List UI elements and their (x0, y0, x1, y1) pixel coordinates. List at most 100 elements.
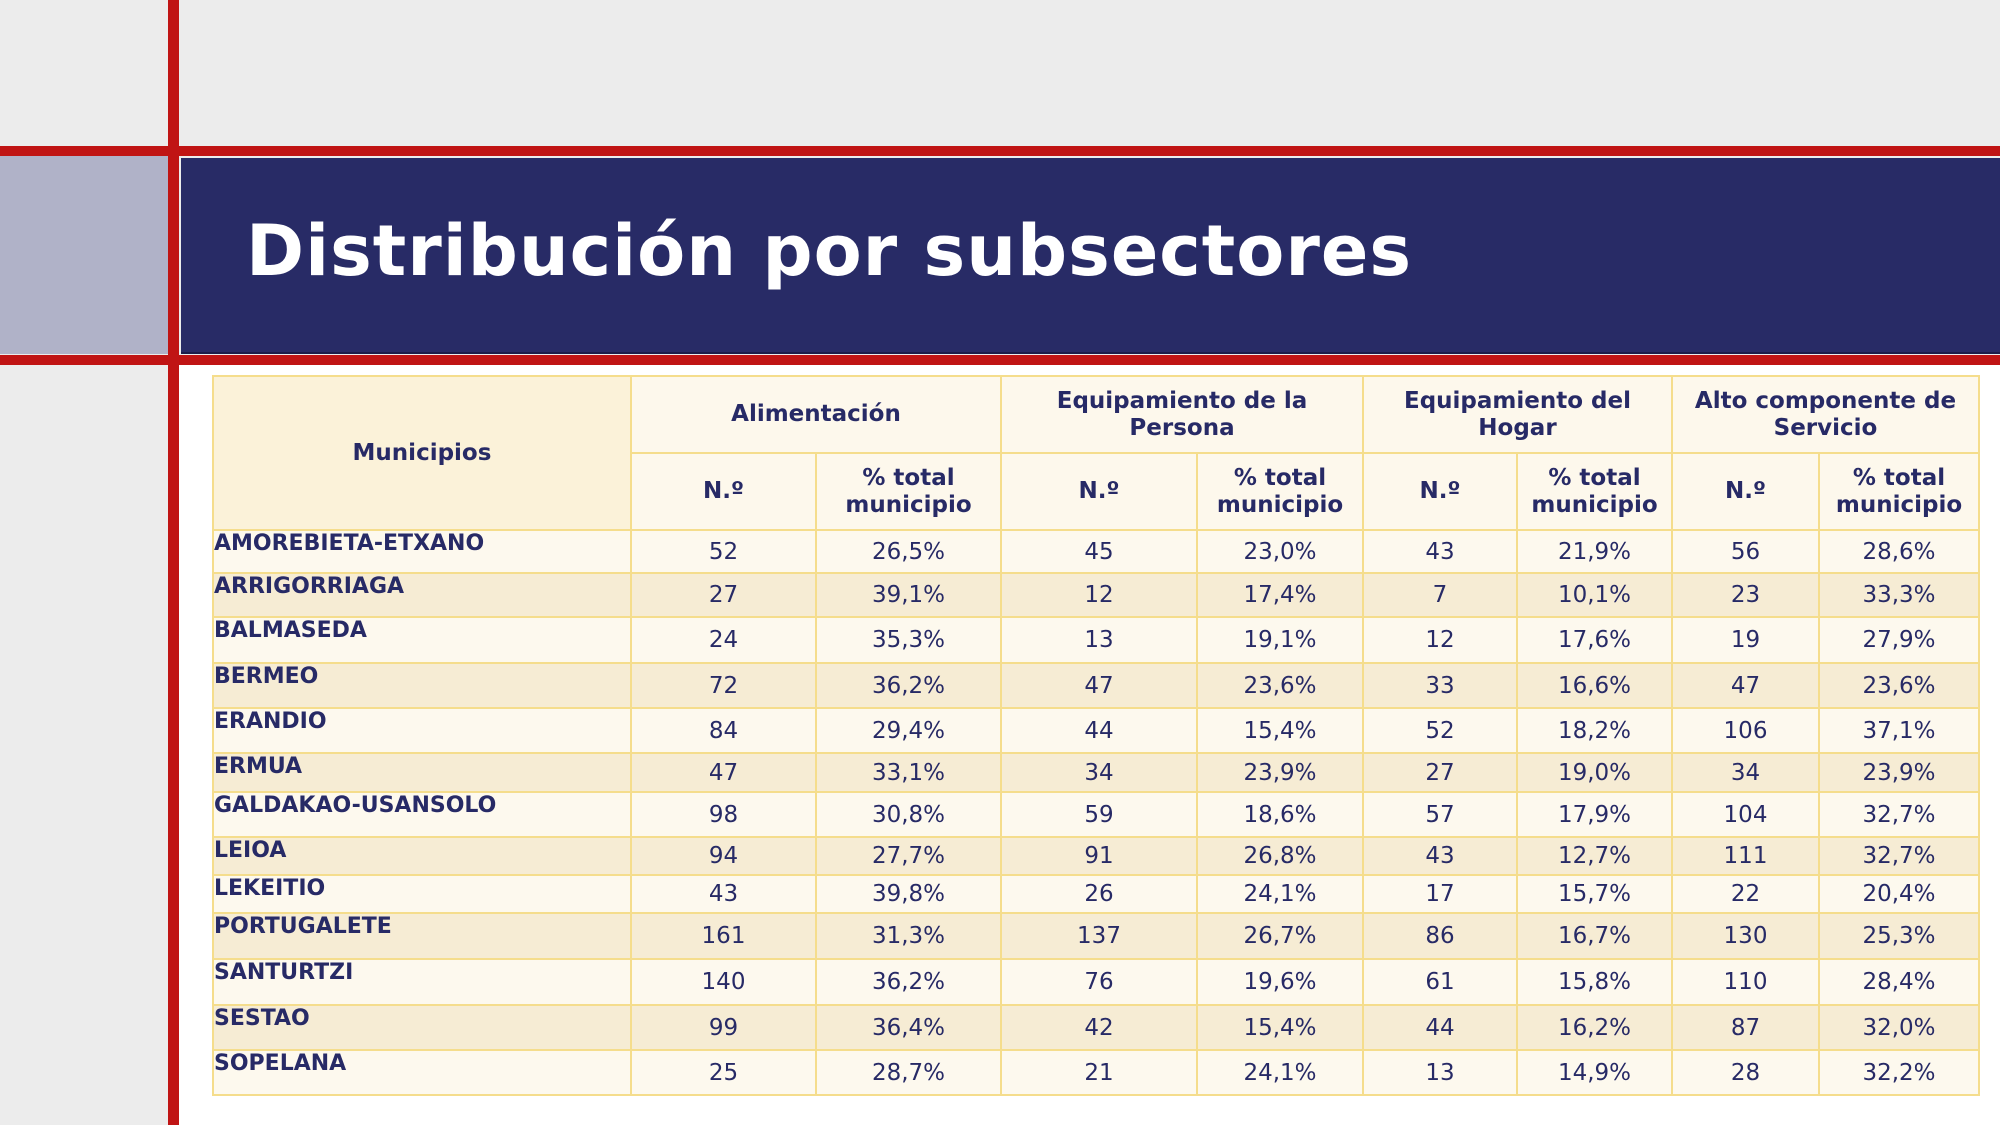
table-row: SOPELANA 25 28,7% 21 24,1% 13 14,9% 28 32,2% (212, 1049, 1980, 1096)
table-row: ERANDIO 84 29,4% 44 15,4% 52 18,2% 106 37,1% (212, 707, 1980, 754)
subheader-count: N.º (630, 452, 817, 531)
table-row: GALDAKAO-USANSOLO 98 30,8% 59 18,6% 57 17,9% 10… (212, 791, 1980, 838)
cell-pct: 32,7% (1818, 791, 1980, 838)
cell-count: 42 (1000, 1004, 1198, 1051)
cell-count: 23 (1671, 572, 1820, 618)
cell-count: 161 (630, 912, 817, 960)
cell-count: 27 (630, 572, 817, 618)
cell-count: 12 (1000, 572, 1198, 618)
cell-pct: 29,4% (815, 707, 1002, 754)
cell-pct: 15,7% (1516, 874, 1673, 914)
cell-municipio: LEIOA (212, 836, 632, 876)
cell-count: 7 (1362, 572, 1518, 618)
cell-count: 84 (630, 707, 817, 754)
cell-pct: 24,1% (1196, 874, 1364, 914)
cell-count: 140 (630, 958, 817, 1006)
cell-count: 45 (1000, 529, 1198, 574)
cell-count: 33 (1362, 662, 1518, 709)
cell-pct: 12,7% (1516, 836, 1673, 876)
cell-count: 87 (1671, 1004, 1820, 1051)
cell-pct: 23,6% (1818, 662, 1980, 709)
cell-municipio: SOPELANA (212, 1049, 632, 1096)
cell-pct: 10,1% (1516, 572, 1673, 618)
cell-pct: 39,8% (815, 874, 1002, 914)
cell-municipio: GALDAKAO-USANSOLO (212, 791, 632, 838)
cell-count: 72 (630, 662, 817, 709)
cell-pct: 28,4% (1818, 958, 1980, 1006)
cell-count: 99 (630, 1004, 817, 1051)
cell-count: 43 (1362, 529, 1518, 574)
cell-count: 47 (630, 752, 817, 793)
cell-pct: 19,0% (1516, 752, 1673, 793)
cell-municipio: ERMUA (212, 752, 632, 793)
cell-count: 111 (1671, 836, 1820, 876)
cell-count: 17 (1362, 874, 1518, 914)
cell-pct: 18,2% (1516, 707, 1673, 754)
cell-count: 106 (1671, 707, 1820, 754)
table-row: LEKEITIO 43 39,8% 26 24,1% 17 15,7% 22 20,4% (212, 874, 1980, 914)
subheader-pct: % total municipio (815, 452, 1002, 531)
cell-pct: 15,4% (1196, 1004, 1364, 1051)
cell-pct: 32,0% (1818, 1004, 1980, 1051)
table-row: SANTURTZI 140 36,2% 76 19,6% 61 15,8% 110 28,4% (212, 958, 1980, 1006)
top-band (0, 0, 2000, 146)
red-rule-vertical (168, 0, 179, 1125)
cell-pct: 23,0% (1196, 529, 1364, 574)
cell-pct: 27,7% (815, 836, 1002, 876)
cell-pct: 15,8% (1516, 958, 1673, 1006)
subheader-pct: % total municipio (1818, 452, 1980, 531)
cell-municipio: SESTAO (212, 1004, 632, 1051)
cell-count: 13 (1362, 1049, 1518, 1096)
cell-municipio: LEKEITIO (212, 874, 632, 914)
cell-pct: 23,9% (1818, 752, 1980, 793)
cell-count: 44 (1362, 1004, 1518, 1051)
cell-pct: 14,9% (1516, 1049, 1673, 1096)
cell-count: 13 (1000, 616, 1198, 664)
cell-count: 43 (1362, 836, 1518, 876)
cell-count: 19 (1671, 616, 1820, 664)
title-bar (181, 158, 2000, 354)
header-municipios: Municipios (212, 375, 632, 531)
cell-pct: 18,6% (1196, 791, 1364, 838)
cell-pct: 17,4% (1196, 572, 1364, 618)
table-row: PORTUGALETE 161 31,3% 137 26,7% 86 16,7% 130 25,… (212, 912, 1980, 960)
cell-pct: 26,7% (1196, 912, 1364, 960)
cell-pct: 33,3% (1818, 572, 1980, 618)
cell-pct: 15,4% (1196, 707, 1364, 754)
cell-pct: 27,9% (1818, 616, 1980, 664)
cell-pct: 23,9% (1196, 752, 1364, 793)
red-rule-top (0, 146, 2000, 156)
cell-pct: 17,6% (1516, 616, 1673, 664)
left-accent-block (0, 154, 168, 354)
cell-count: 94 (630, 836, 817, 876)
subheader-pct: % total municipio (1196, 452, 1364, 531)
cell-municipio: SANTURTZI (212, 958, 632, 1006)
cell-pct: 28,7% (815, 1049, 1002, 1096)
cell-pct: 21,9% (1516, 529, 1673, 574)
cell-count: 52 (1362, 707, 1518, 754)
cell-count: 26 (1000, 874, 1198, 914)
cell-count: 59 (1000, 791, 1198, 838)
cell-pct: 36,2% (815, 662, 1002, 709)
cell-count: 34 (1000, 752, 1198, 793)
cell-pct: 20,4% (1818, 874, 1980, 914)
cell-pct: 16,7% (1516, 912, 1673, 960)
cell-count: 104 (1671, 791, 1820, 838)
cell-count: 91 (1000, 836, 1198, 876)
cell-municipio: AMOREBIETA-ETXANO (212, 529, 632, 574)
cell-pct: 33,1% (815, 752, 1002, 793)
cell-municipio: ERANDIO (212, 707, 632, 754)
cell-pct: 32,7% (1818, 836, 1980, 876)
cell-pct: 28,6% (1818, 529, 1980, 574)
cell-pct: 31,3% (815, 912, 1002, 960)
table-row: SESTAO 99 36,4% 42 15,4% 44 16,2% 87 32,0% (212, 1004, 1980, 1051)
cell-count: 110 (1671, 958, 1820, 1006)
cell-count: 130 (1671, 912, 1820, 960)
cell-count: 25 (630, 1049, 817, 1096)
header-group-alimentacion: Alimentación (630, 375, 1002, 454)
cell-pct: 24,1% (1196, 1049, 1364, 1096)
cell-count: 22 (1671, 874, 1820, 914)
cell-municipio: ARRIGORRIAGA (212, 572, 632, 618)
cell-pct: 35,3% (815, 616, 1002, 664)
cell-count: 44 (1000, 707, 1198, 754)
